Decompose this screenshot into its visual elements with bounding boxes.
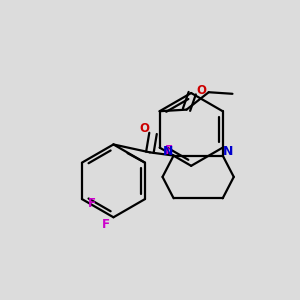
Text: N: N xyxy=(223,145,233,158)
Text: N: N xyxy=(164,145,174,158)
Text: F: F xyxy=(88,197,96,210)
Text: F: F xyxy=(101,218,110,231)
Text: O: O xyxy=(196,83,206,97)
Text: O: O xyxy=(139,122,149,135)
Text: F: F xyxy=(164,144,172,157)
